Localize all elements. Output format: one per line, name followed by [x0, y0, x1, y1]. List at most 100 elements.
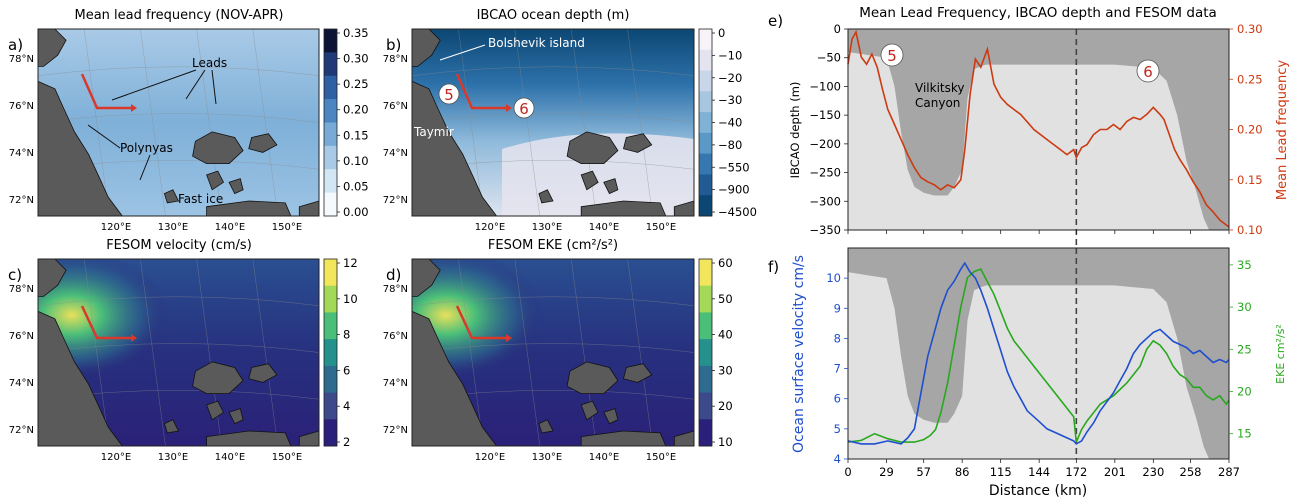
colorbar-a-segment [324, 29, 337, 53]
landmass [206, 430, 292, 447]
landmass [538, 419, 554, 434]
colorbar-c-tick-label: 2 [343, 435, 350, 449]
panel-cd-annotations [80, 305, 512, 342]
landmass [580, 200, 667, 217]
colorbar-a-tick-label: 0.10 [343, 154, 369, 168]
colorbar-b-tick-label: −80 [718, 138, 742, 152]
colorbar-a-segment [324, 145, 337, 170]
leads-pointer-2 [185, 69, 206, 100]
lon-tick-label: 140°E [215, 222, 245, 233]
colorbar-d-segment [699, 419, 712, 447]
map-b-meridian [627, 28, 653, 217]
lon-tick-label: 150°E [646, 452, 676, 463]
map-a-title: Mean lead frequency (NOV-APR) [74, 8, 283, 23]
marker-6-circle [513, 97, 535, 119]
colorbar-c-segment [324, 339, 337, 367]
chart-f-xtick-label: 0 [844, 465, 851, 479]
lat-tick-label: 72°N [383, 425, 408, 436]
colorbar-a-tick-label: 0.05 [343, 179, 369, 193]
landmass [603, 178, 619, 195]
lat-tick-label: 72°N [9, 425, 34, 436]
colorbar-d-tick-label: 30 [718, 363, 733, 377]
chart-f-ytick-label: 5 [834, 422, 841, 436]
map-d-parallel [411, 296, 695, 306]
colorbar-c-tick-label: 8 [343, 328, 350, 342]
transect-arrow-b [455, 73, 506, 110]
landmass [228, 408, 244, 425]
landmass [206, 200, 292, 217]
landmass [566, 131, 619, 164]
colorbar-d-tick-label: 20 [718, 399, 733, 413]
chart-f-y2label: EKE cm²/s² [1274, 324, 1287, 384]
colorbar-b-tick-label: −10 [718, 48, 742, 62]
lon-tick-label: 130°E [158, 452, 188, 463]
colorbar-b-segment [699, 29, 712, 51]
bolshevik-pointer [439, 44, 486, 61]
map-d-meridian [458, 258, 484, 447]
chart-e-y2tick-label: 0.10 [1237, 223, 1263, 237]
chart-e-y2tick-label: 0.30 [1237, 22, 1263, 36]
lon-tick-label: 150°E [646, 222, 676, 233]
colorbar-a-segment [324, 122, 337, 147]
chart-e-ytick-label: −350 [809, 223, 841, 237]
chart-f-ytick-label: 8 [834, 331, 841, 345]
colorbar-d-segment [699, 339, 712, 367]
lat-tick-label: 74°N [9, 378, 34, 389]
chart-f-xtick-label: 201 [1104, 465, 1126, 479]
chart-f-xtick-label: 258 [1180, 465, 1202, 479]
chart-f-eke-line [847, 268, 1230, 443]
colorbar-d-segment [699, 259, 712, 287]
chart-e-ytick-label: 0 [834, 22, 841, 36]
transect-arrowhead-b [506, 104, 512, 112]
chart-f: 0 29 57 86 115 144 172 201 230 258 287 10 9 8 7 6 5 4 35 30… [791, 247, 1287, 499]
chart-e-y2tick-label: 0.25 [1237, 72, 1263, 86]
colorbar-a-tick-label: 0.30 [343, 52, 369, 66]
colorbar-c-segment [324, 392, 337, 420]
chart-f-y2tick-label: 15 [1237, 427, 1252, 441]
map-d-title: FESOM EKE (cm²/s²) [488, 238, 618, 253]
panel-a-annotations: Leads Polynyas Fast ice [80, 56, 227, 206]
map-a-meridian [83, 28, 110, 217]
lat-tick-label: 72°N [383, 195, 408, 206]
map-panel-a: 78°N 76°N 74°N 72°N 120°E 130°E 140°E 150°E 0.35… [8, 8, 369, 233]
map-panel-d: 78°N 76°N 74°N 72°N 120°E 130°E 140°E 150°E 60 50… [383, 238, 733, 463]
lat-tick-label: 76°N [383, 101, 408, 112]
panel-letter-d: d) [386, 266, 401, 284]
landmass [580, 400, 599, 421]
lat-tick-label: 74°N [383, 378, 408, 389]
lon-tick-label: 140°E [215, 452, 245, 463]
chart-f-xtick-label: 57 [916, 465, 931, 479]
chart-e-ytick-label: −300 [809, 194, 841, 208]
panel-letter-a: a) [8, 36, 23, 54]
chart-e-ytick-label: −100 [809, 79, 841, 93]
colorbar-a-segment [324, 169, 337, 194]
colorbar-d-segment [699, 312, 712, 340]
chart-e-ylabel: IBCAO depth (m) [788, 82, 802, 179]
landmass [538, 189, 554, 204]
colorbar-c-tick-label: 10 [343, 292, 358, 306]
lat-tick-label: 78°N [9, 54, 34, 65]
landmass [623, 133, 653, 153]
chart-f-ytick-label: 6 [834, 392, 841, 406]
landmass [623, 363, 653, 383]
chart-e-marker-6-circle [1136, 59, 1160, 83]
chart-e-depth-area [848, 29, 1229, 230]
map-a-meridian [140, 28, 166, 217]
lon-tick-label: 120°E [101, 452, 131, 463]
chart-e-ytick-label: −200 [809, 137, 841, 151]
lon-tick-label: 140°E [589, 222, 619, 233]
polynyas-pointer-2 [139, 154, 151, 181]
colorbar-c-tick-label: 6 [343, 363, 350, 377]
colorbar-b-segment [699, 195, 712, 217]
colorbar-d-frame [698, 258, 713, 447]
colorbar-b-tick-label: −30 [718, 93, 742, 107]
colorbar-b-segment [699, 153, 712, 175]
colorbar-a-segment [324, 52, 337, 77]
landmass [248, 133, 278, 153]
landmass [580, 170, 599, 191]
lon-tick-label: 150°E [272, 222, 302, 233]
annotation-leads: Leads [192, 56, 227, 70]
colorbar-d-tick-label: 60 [718, 256, 733, 270]
chart-f-ylabel: Ocean surface velocity cm/s [791, 255, 807, 453]
colorbar-a-tick-label: 0.35 [343, 26, 369, 40]
